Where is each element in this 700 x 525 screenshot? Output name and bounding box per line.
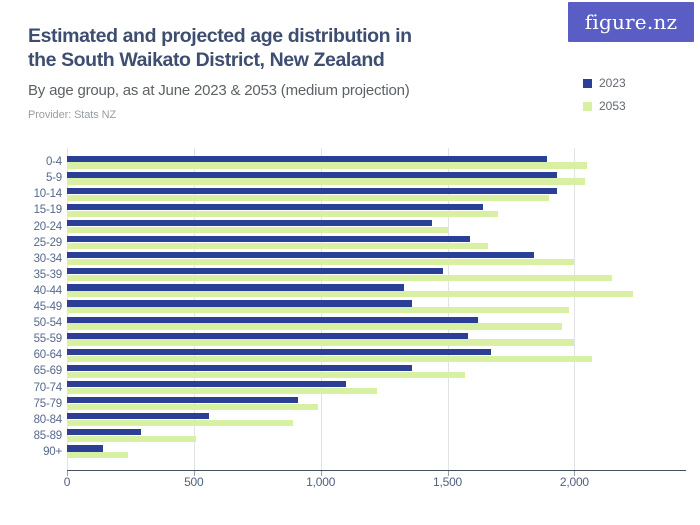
y-axis-label-45-49: 45-49 <box>33 301 63 313</box>
bar-2053-15-19[interactable] <box>67 210 499 217</box>
y-axis-label-85-89: 85-89 <box>33 429 63 442</box>
y-axis-label-5-9: 5-9 <box>45 172 62 185</box>
bar-2053-55-59[interactable] <box>67 339 575 346</box>
bar-2023-20-24[interactable] <box>67 219 433 227</box>
bar-2053-25-29[interactable] <box>67 242 489 250</box>
bar-2023-85-89[interactable] <box>67 429 141 436</box>
y-axis-label-55-59: 55-59 <box>33 333 63 346</box>
x-tick-2000 <box>574 471 576 476</box>
y-axis-label-90+: 90+ <box>43 445 62 458</box>
bar-2053-80-84[interactable] <box>67 419 293 427</box>
bar-2053-35-39[interactable] <box>67 275 613 282</box>
bar-2053-60-64[interactable] <box>67 355 593 362</box>
bar-2053-30-34[interactable] <box>67 258 575 266</box>
page-title-line1: Estimated and projected age distribution… <box>28 25 412 47</box>
y-axis-label-25-29: 25-29 <box>33 236 63 249</box>
y-axis-label-10-14: 10-14 <box>33 188 63 201</box>
bar-2053-5-9[interactable] <box>67 178 585 185</box>
bar-2023-50-54[interactable] <box>67 316 478 323</box>
y-axis-label-60-64: 60-64 <box>33 349 63 362</box>
bar-2023-10-14[interactable] <box>67 187 557 194</box>
y-axis-label-70-74: 70-74 <box>33 381 63 394</box>
bar-2053-90+[interactable] <box>67 452 128 459</box>
bar-2053-50-54[interactable] <box>67 323 562 330</box>
bar-2023-0-4[interactable] <box>67 155 547 162</box>
y-axis-label-15-19: 15-19 <box>33 204 63 217</box>
bar-2023-90+[interactable] <box>67 445 103 452</box>
gridline-2000 <box>574 148 576 470</box>
bar-2023-80-84[interactable] <box>67 413 210 420</box>
figure-nz-logo[interactable]: figure.nz <box>568 2 694 42</box>
bar-2023-35-39[interactable] <box>67 268 443 275</box>
y-axis-label-20-24: 20-24 <box>33 220 63 233</box>
legend-item-2023: 2023 <box>583 76 626 90</box>
chart-subtitle: By age group, as at June 2023 & 2053 (me… <box>28 82 410 99</box>
legend-swatch-2053-icon <box>583 101 592 111</box>
y-axis-label-0-4: 0-4 <box>45 156 62 169</box>
x-tick-label-2000: 2,000 <box>559 475 589 489</box>
chart-legend: 2023 2053 <box>583 76 626 122</box>
y-axis-label-40-44: 40-44 <box>33 284 63 297</box>
y-axis-labels: 0-4 5-9 10-14 15-19 20-24 25-29 30-34 35-39 40-4… <box>0 148 63 470</box>
bar-2023-25-29[interactable] <box>67 236 471 243</box>
x-tick-0 <box>67 471 68 476</box>
chart-header: Estimated and projected age distribution… <box>28 24 498 121</box>
y-axis-label-50-54: 50-54 <box>33 317 63 330</box>
legend-label-2023: 2023 <box>599 76 626 90</box>
bar-2023-15-19[interactable] <box>67 203 483 211</box>
bar-2053-70-74[interactable] <box>67 387 377 394</box>
x-axis-labels: 0 500 1,000 1,500 2,000 <box>63 475 686 491</box>
figure-nz-logo-text: figure.nz <box>584 10 678 34</box>
x-tick-label-1500: 1,500 <box>432 475 463 489</box>
bar-2053-10-14[interactable] <box>67 194 549 201</box>
bar-2023-55-59[interactable] <box>67 332 468 339</box>
provider-credit: Provider: Stats NZ <box>28 109 117 121</box>
x-tick-1500 <box>447 471 449 476</box>
page-title-line2: the South Waikato District, New Zealand <box>28 49 385 71</box>
y-axis-label-30-34: 30-34 <box>33 252 63 265</box>
bar-2023-30-34[interactable] <box>67 252 534 259</box>
bar-2053-0-4[interactable] <box>67 162 588 169</box>
bar-2053-65-69[interactable] <box>67 371 466 378</box>
bar-2023-5-9[interactable] <box>67 171 557 178</box>
y-axis-label-75-79: 75-79 <box>33 397 63 410</box>
bar-2023-60-64[interactable] <box>67 348 491 355</box>
bar-2023-40-44[interactable] <box>67 284 405 291</box>
bar-2023-65-69[interactable] <box>67 364 412 372</box>
bar-2053-20-24[interactable] <box>67 226 448 233</box>
bar-2023-75-79[interactable] <box>67 397 298 404</box>
bar-2053-40-44[interactable] <box>67 291 633 298</box>
y-axis-label-80-84: 80-84 <box>33 413 63 426</box>
x-tick-label-1000: 1,000 <box>306 475 336 489</box>
bar-2053-45-49[interactable] <box>67 307 570 314</box>
x-tick-1000 <box>320 471 322 476</box>
bar-2053-75-79[interactable] <box>67 403 319 411</box>
y-axis-label-65-69: 65-69 <box>33 365 63 378</box>
plot-area <box>67 148 686 476</box>
x-tick-500 <box>193 471 195 476</box>
bar-2023-45-49[interactable] <box>67 300 412 307</box>
legend-swatch-2023-icon <box>583 78 592 88</box>
x-tick-label-500: 500 <box>184 475 204 489</box>
legend-label-2053: 2053 <box>599 99 626 113</box>
legend-item-2053: 2053 <box>583 99 626 113</box>
bar-2023-70-74[interactable] <box>67 380 347 388</box>
x-tick-label-0: 0 <box>63 475 71 489</box>
bar-2053-85-89[interactable] <box>67 436 197 443</box>
y-axis-label-35-39: 35-39 <box>33 268 63 281</box>
